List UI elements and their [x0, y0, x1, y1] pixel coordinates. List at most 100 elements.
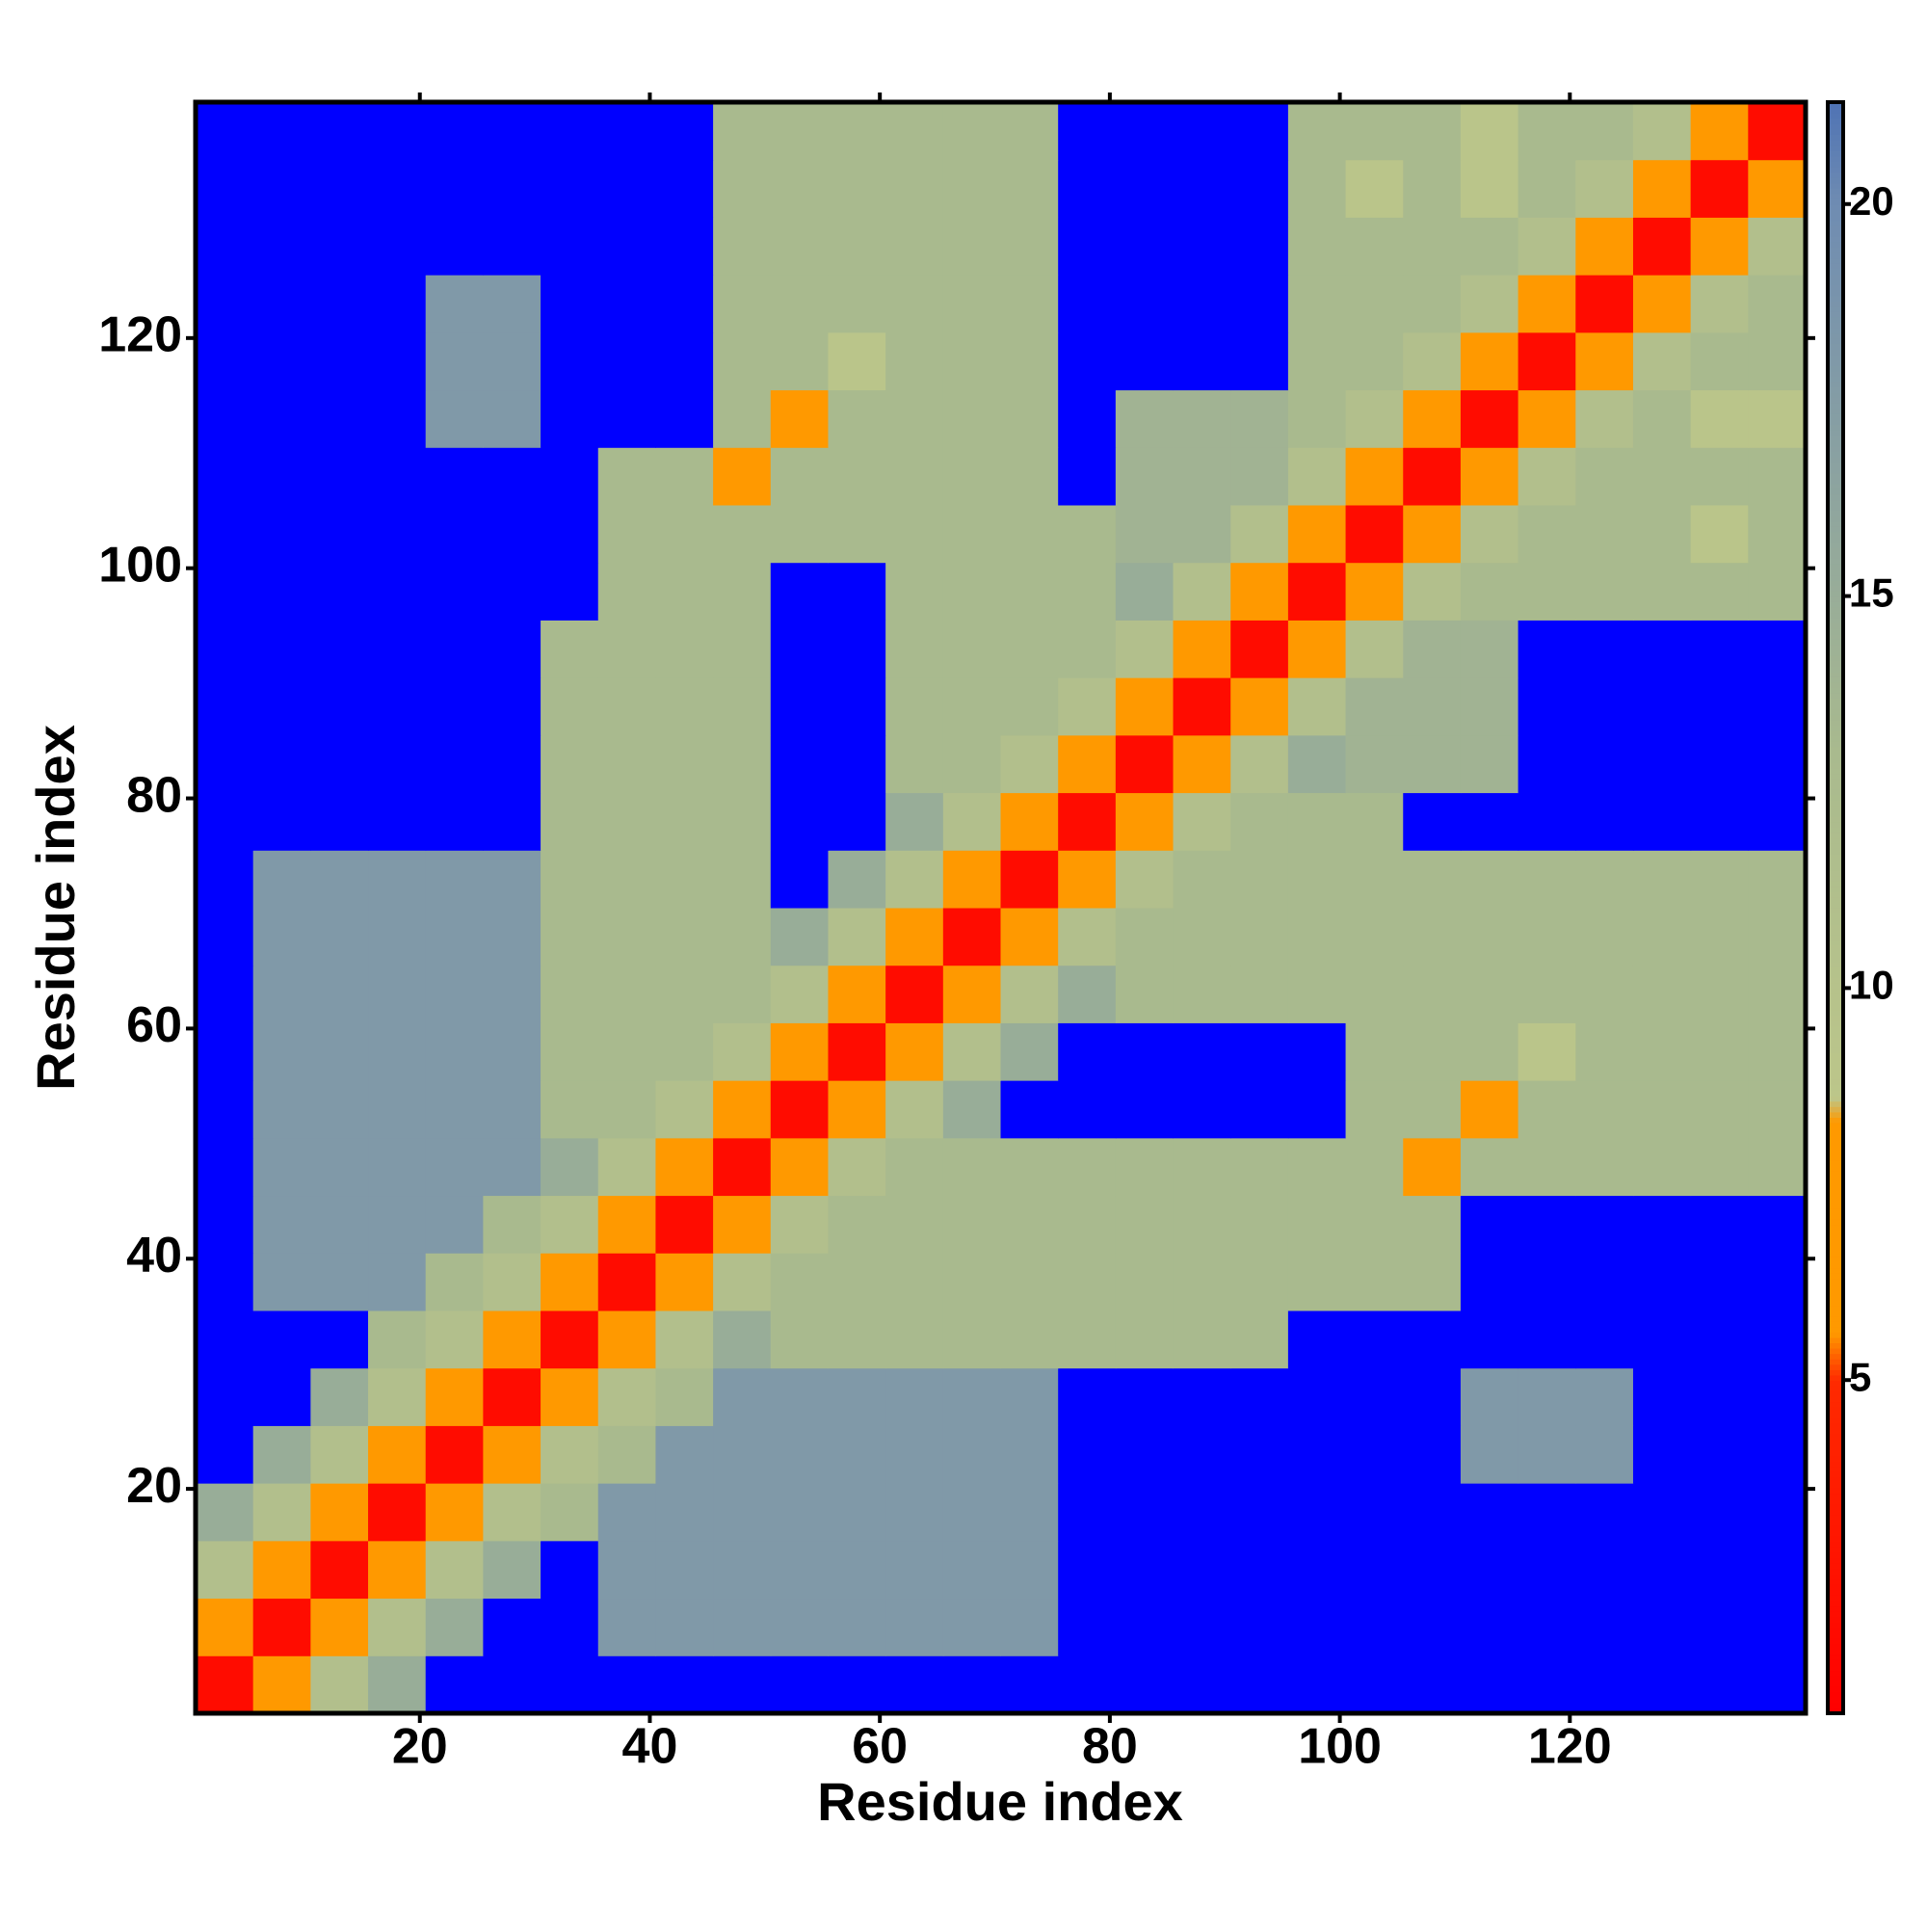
- heatmap-cell: [828, 102, 886, 161]
- colorbar-strip: [1828, 252, 1843, 259]
- heatmap-cell: [541, 1483, 599, 1542]
- heatmap-cell: [1460, 965, 1519, 1023]
- colorbar-strip: [1828, 1224, 1843, 1231]
- colorbar-strip: [1828, 1444, 1843, 1451]
- colorbar-strip: [1828, 1547, 1843, 1553]
- colorbar-strip: [1828, 1654, 1843, 1660]
- colorbar-tick-label: 5: [1849, 1354, 1871, 1399]
- heatmap-cell: [368, 850, 427, 909]
- heatmap-cell: [1230, 1022, 1289, 1081]
- heatmap-cell: [310, 965, 369, 1023]
- heatmap-cell: [1403, 1022, 1462, 1081]
- heatmap-cell: [1058, 505, 1117, 564]
- colorbar-strip: [1828, 1627, 1843, 1633]
- heatmap-cell: [1690, 505, 1749, 564]
- heatmap-cell: [713, 850, 772, 909]
- heatmap-cell: [1632, 1137, 1692, 1197]
- colorbar-strip: [1828, 1498, 1843, 1505]
- heatmap-cell: [425, 217, 484, 276]
- heatmap-cell: [1287, 620, 1347, 678]
- heatmap-cell: [1518, 1310, 1576, 1369]
- colorbar-strip: [1828, 585, 1843, 592]
- heatmap-cell: [1000, 734, 1059, 794]
- colorbar-strip: [1828, 1208, 1843, 1215]
- colorbar-strip: [1828, 1369, 1843, 1376]
- colorbar-strip: [1828, 681, 1843, 689]
- colorbar-strip: [1828, 301, 1843, 307]
- colorbar-strip: [1828, 1069, 1843, 1075]
- colorbar-strip: [1828, 1439, 1843, 1445]
- heatmap-cell: [597, 1310, 656, 1369]
- heatmap-cell: [1575, 1425, 1634, 1484]
- heatmap-cell: [368, 1483, 427, 1542]
- heatmap-cell: [1345, 620, 1404, 678]
- heatmap-cell: [1173, 908, 1231, 966]
- colorbar-strip: [1828, 1600, 1843, 1607]
- heatmap-cell: [828, 389, 886, 448]
- colorbar-strip: [1828, 118, 1843, 124]
- heatmap-cell: [1115, 562, 1175, 621]
- colorbar-strip: [1828, 881, 1843, 887]
- colorbar-strip: [1828, 316, 1843, 324]
- heatmap-cell: [942, 275, 1001, 333]
- heatmap-cell: [425, 1137, 484, 1197]
- heatmap-cell: [368, 1310, 427, 1369]
- heatmap-cell: [1518, 1425, 1576, 1484]
- heatmap-cell: [483, 1655, 541, 1714]
- heatmap-cell: [655, 159, 714, 218]
- heatmap-cell: [196, 275, 254, 333]
- colorbar-strip: [1828, 832, 1843, 839]
- heatmap-cell: [1287, 159, 1347, 218]
- colorbar-strip: [1828, 247, 1843, 253]
- heatmap-cell: [1287, 965, 1347, 1023]
- heatmap-cell: [713, 1022, 772, 1081]
- heatmap-cell: [770, 1253, 829, 1311]
- heatmap-cell: [1345, 1655, 1404, 1714]
- heatmap-cell: [885, 1540, 944, 1600]
- heatmap-cell: [597, 1598, 656, 1656]
- heatmap-cell: [885, 1655, 944, 1714]
- heatmap-cell: [885, 159, 944, 218]
- heatmap-cell: [310, 677, 369, 736]
- heatmap-cell: [942, 1483, 1001, 1542]
- heatmap-cell: [942, 1425, 1001, 1484]
- heatmap-cell: [1345, 908, 1404, 966]
- heatmap-cell: [770, 965, 829, 1023]
- heatmap-cell: [196, 1310, 254, 1369]
- colorbar-strip: [1828, 730, 1843, 737]
- heatmap-cell: [1575, 1022, 1634, 1081]
- colorbar-strip: [1828, 891, 1843, 898]
- heatmap-cell: [1748, 908, 1807, 966]
- heatmap-cell: [1518, 1253, 1576, 1311]
- heatmap-cell: [1287, 1483, 1347, 1542]
- x-tick-label: 20: [392, 1719, 448, 1775]
- heatmap-cell: [713, 1080, 772, 1139]
- colorbar-strip: [1828, 435, 1843, 441]
- heatmap-cell: [1460, 1080, 1519, 1139]
- colorbar-strip: [1828, 618, 1843, 624]
- heatmap-cell: [1690, 1425, 1749, 1484]
- heatmap-cell: [1115, 1195, 1175, 1254]
- heatmap-cell: [1115, 1598, 1175, 1656]
- colorbar-strip: [1828, 381, 1843, 387]
- colorbar-strip: [1828, 1659, 1843, 1666]
- heatmap-cell: [942, 620, 1001, 678]
- heatmap-cell: [310, 275, 369, 333]
- heatmap-cell: [252, 389, 311, 448]
- heatmap-cell: [541, 792, 599, 851]
- colorbar-strip: [1828, 1681, 1843, 1687]
- colorbar-strip: [1828, 328, 1843, 334]
- colorbar-strip: [1828, 1246, 1843, 1253]
- heatmap-cell: [1287, 1655, 1347, 1714]
- heatmap-cell: [483, 447, 541, 506]
- colorbar-strip: [1828, 1509, 1843, 1516]
- heatmap-cell: [368, 620, 427, 678]
- heatmap-cell: [1287, 1598, 1347, 1656]
- heatmap-cell: [252, 1655, 311, 1714]
- heatmap-cell: [252, 1598, 311, 1656]
- heatmap-cell: [828, 1540, 886, 1600]
- heatmap-cell: [597, 159, 656, 218]
- colorbar-strip: [1828, 295, 1843, 302]
- heatmap-cell: [1173, 389, 1231, 448]
- heatmap-cell: [1058, 217, 1117, 276]
